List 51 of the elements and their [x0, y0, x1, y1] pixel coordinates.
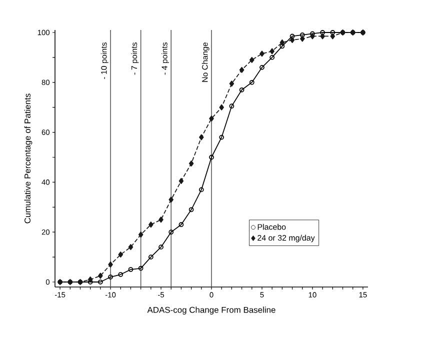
point — [158, 216, 164, 223]
point — [148, 254, 154, 260]
point — [118, 272, 124, 277]
point — [188, 160, 194, 167]
y-axis-title: Cumulative Percentage of Patients — [24, 94, 32, 224]
point — [300, 32, 305, 38]
point — [249, 56, 254, 63]
point — [270, 55, 275, 60]
point — [320, 33, 325, 40]
point — [320, 30, 326, 35]
point — [118, 252, 124, 258]
point — [310, 33, 315, 40]
point — [330, 33, 336, 40]
point — [188, 207, 194, 212]
point — [128, 244, 134, 250]
point — [108, 262, 113, 268]
point — [209, 116, 214, 122]
point — [260, 64, 264, 70]
point — [158, 244, 164, 250]
point — [330, 30, 336, 35]
point — [290, 34, 295, 39]
point — [88, 280, 93, 284]
point — [219, 104, 224, 110]
point — [249, 80, 254, 85]
point — [98, 280, 103, 284]
point — [98, 272, 103, 279]
point — [108, 274, 113, 280]
point — [239, 87, 244, 92]
point — [168, 196, 174, 203]
point — [178, 222, 184, 228]
point — [290, 36, 295, 44]
point — [198, 187, 204, 192]
point — [280, 44, 285, 49]
point — [300, 36, 305, 42]
point — [239, 66, 244, 73]
point — [209, 154, 214, 160]
point — [280, 39, 285, 46]
point — [168, 230, 174, 235]
point — [138, 266, 144, 271]
point — [128, 267, 134, 272]
point — [88, 276, 93, 283]
point — [219, 134, 224, 140]
point — [199, 134, 204, 140]
point — [148, 222, 154, 228]
point — [229, 80, 234, 87]
point — [270, 48, 274, 54]
point — [229, 104, 234, 109]
point — [260, 50, 264, 57]
x-axis-title: ADAS-cog Change From Baseline — [147, 306, 276, 315]
point — [138, 232, 144, 238]
point — [178, 178, 184, 184]
